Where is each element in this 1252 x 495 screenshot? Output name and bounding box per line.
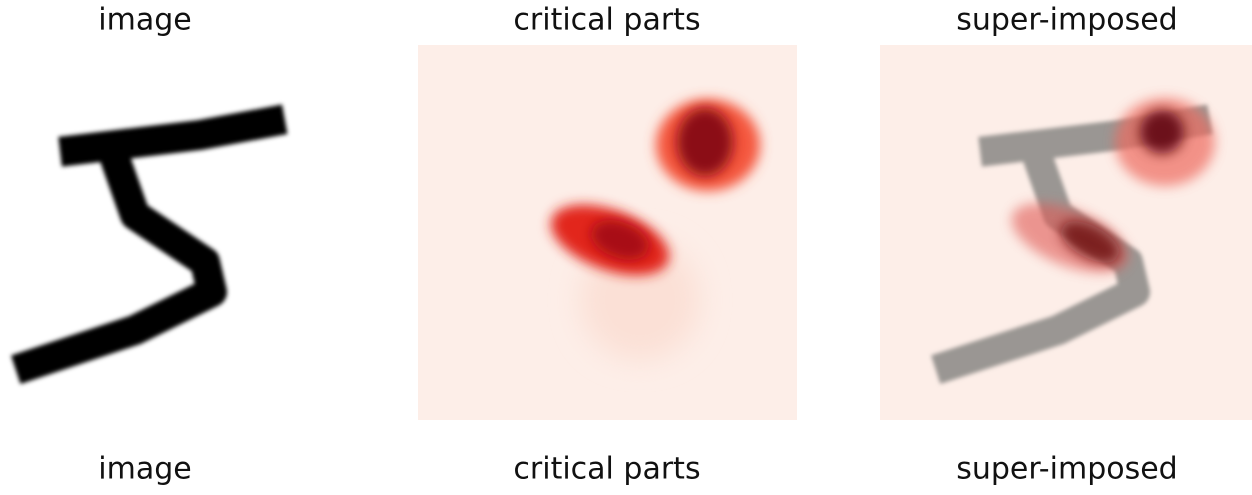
panel-title: critical parts [513, 3, 700, 38]
digit-image [30, 122, 270, 365]
panel-caption: super-imposed [956, 452, 1177, 487]
panel-title: image [98, 3, 191, 38]
heatmap-image [418, 45, 797, 420]
panel-title: super-imposed [956, 3, 1177, 38]
panel-caption: critical parts [513, 452, 700, 487]
page: image critical parts super-imposed image… [0, 0, 1252, 491]
panel-caption: image [98, 452, 191, 487]
superimposed-image [880, 45, 1252, 420]
figure: image critical parts super-imposed image… [0, 0, 1252, 491]
